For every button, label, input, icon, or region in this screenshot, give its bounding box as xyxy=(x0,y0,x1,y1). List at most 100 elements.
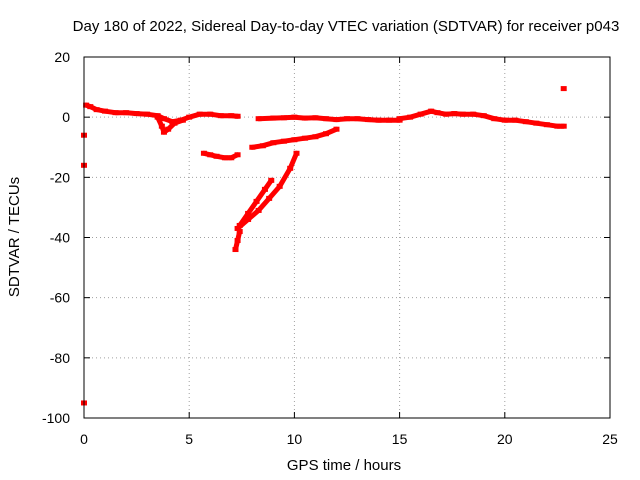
data-point xyxy=(255,207,262,213)
data-point xyxy=(259,143,266,149)
series-spike xyxy=(232,228,243,253)
data-point xyxy=(301,135,308,141)
data-point xyxy=(291,137,298,143)
data-point xyxy=(154,114,161,120)
data-point xyxy=(179,117,186,123)
data-point xyxy=(234,152,241,158)
data-point xyxy=(196,111,203,117)
data-point xyxy=(133,111,140,117)
data-point xyxy=(333,117,340,123)
data-point xyxy=(512,117,519,123)
data-point xyxy=(232,247,239,253)
data-point xyxy=(301,115,308,121)
data-point xyxy=(234,238,241,244)
data-point xyxy=(93,107,100,113)
data-point xyxy=(442,111,449,117)
data-point xyxy=(375,117,382,123)
data-point xyxy=(83,102,90,108)
data-point xyxy=(407,114,414,120)
data-point xyxy=(533,120,540,126)
data-point xyxy=(354,116,361,122)
data-point xyxy=(234,113,241,119)
data-point xyxy=(261,186,268,192)
series-hump xyxy=(396,108,567,129)
x-tick-label: 0 xyxy=(80,431,88,447)
x-ticks: 0 5 10 15 20 25 xyxy=(80,57,618,447)
data-point xyxy=(396,116,403,122)
y-tick-label: -100 xyxy=(42,410,70,426)
data-point xyxy=(144,111,151,117)
y-tick-label: -60 xyxy=(50,290,70,306)
data-point xyxy=(158,123,165,129)
series-dip-left xyxy=(154,114,186,135)
grid xyxy=(84,57,610,418)
data-point xyxy=(480,113,487,119)
data-point xyxy=(365,117,372,123)
data-point xyxy=(280,115,287,121)
data-point xyxy=(560,123,567,129)
data-point xyxy=(249,144,256,150)
data-point xyxy=(255,116,262,122)
series-upper-trace xyxy=(249,126,340,150)
data-point xyxy=(245,210,252,216)
data-point xyxy=(112,110,119,116)
data-point xyxy=(253,198,260,204)
data-point xyxy=(102,108,109,114)
data-point xyxy=(386,117,393,123)
x-tick-label: 20 xyxy=(497,431,513,447)
data-point xyxy=(228,113,235,119)
data-point xyxy=(87,104,94,110)
y-tick-label: -20 xyxy=(50,169,70,185)
data-point xyxy=(213,153,220,159)
series-diagonal-a xyxy=(234,150,300,231)
data-point xyxy=(554,123,561,129)
data-point xyxy=(266,195,273,201)
data-point xyxy=(280,138,287,144)
plot-frame xyxy=(83,56,611,419)
data-point xyxy=(270,140,277,146)
data-point xyxy=(207,111,214,117)
data-point xyxy=(322,116,329,122)
chart-title: Day 180 of 2022, Sidereal Day-to-day VTE… xyxy=(73,18,620,35)
data-point xyxy=(451,111,458,117)
data-point xyxy=(459,111,466,117)
data-point xyxy=(501,117,508,123)
x-tick-label: 25 xyxy=(602,431,618,447)
data-point xyxy=(160,129,167,135)
data-point xyxy=(160,116,167,122)
series-mid-band xyxy=(255,114,403,123)
data-point xyxy=(236,222,243,228)
data-point xyxy=(344,116,350,122)
data-point xyxy=(268,177,275,183)
y-tick-label: -80 xyxy=(50,350,70,366)
data-point xyxy=(417,111,424,117)
x-tick-label: 15 xyxy=(392,431,408,447)
data-point xyxy=(276,183,283,189)
data-points xyxy=(81,86,567,406)
data-point xyxy=(245,216,252,222)
data-point xyxy=(171,120,178,126)
y-ticks: -100 -80 -60 -40 -20 0 20 xyxy=(42,49,610,426)
data-point xyxy=(333,126,340,132)
x-tick-label: 10 xyxy=(287,431,303,447)
data-point xyxy=(165,126,172,132)
y-tick-label: 20 xyxy=(54,49,70,65)
data-point xyxy=(287,165,294,171)
data-point xyxy=(236,228,243,234)
data-point xyxy=(322,131,329,137)
data-point xyxy=(312,115,319,121)
data-point xyxy=(217,113,224,119)
data-point xyxy=(186,114,193,120)
data-point xyxy=(543,122,550,128)
data-point xyxy=(293,150,300,156)
data-point xyxy=(200,150,207,156)
data-point xyxy=(207,152,214,158)
data-point xyxy=(491,116,498,122)
data-point xyxy=(560,86,567,92)
y-tick-label: -40 xyxy=(50,230,70,246)
data-point xyxy=(228,155,235,161)
data-point xyxy=(428,108,435,114)
y-axis-label: SDTVAR / TECUs xyxy=(6,177,23,297)
data-point xyxy=(312,134,319,140)
